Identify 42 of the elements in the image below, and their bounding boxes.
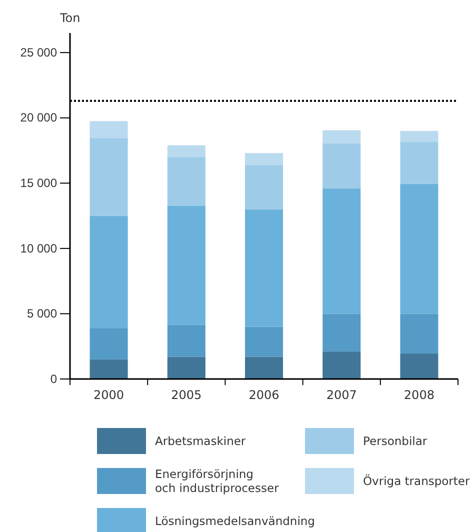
legend-label: Lösningsmedelsanvändning	[155, 514, 315, 528]
legend-label: Personbilar	[363, 434, 428, 448]
bar	[167, 145, 206, 158]
bar	[322, 352, 361, 379]
bar	[400, 142, 438, 184]
bar	[90, 138, 128, 216]
bar	[322, 143, 361, 188]
bar	[322, 130, 361, 144]
y-tick-label: 0	[50, 372, 58, 386]
bar	[167, 356, 206, 379]
bar	[322, 188, 361, 314]
x-tick-label: 2000	[94, 388, 124, 402]
bar	[400, 184, 438, 314]
legend-label: Energiförsörjning och industriprocesser	[155, 467, 280, 495]
bar	[90, 328, 128, 360]
bar	[400, 130, 438, 142]
legend-label: Arbetsmaskiner	[155, 434, 246, 448]
bar	[400, 354, 438, 379]
bar	[90, 121, 128, 138]
bar	[167, 324, 206, 357]
bar	[244, 153, 284, 165]
bar	[244, 326, 284, 357]
y-tick-label: 20 000	[20, 110, 58, 125]
bar	[90, 359, 128, 379]
y-tick-label: 5 000	[26, 306, 58, 321]
y-tick-label: 15 000	[20, 176, 58, 190]
bar	[244, 164, 284, 210]
bar	[90, 216, 128, 328]
bar	[167, 157, 206, 206]
y-axis-title: Ton	[59, 11, 80, 25]
bar	[400, 314, 438, 354]
x-tick-label: 2006	[248, 388, 280, 402]
legend-label: Övriga transporter	[363, 474, 470, 488]
bar	[244, 209, 284, 327]
y-tick-label: 10 000	[20, 241, 58, 256]
bar	[322, 314, 361, 352]
x-tick-label: 2008	[404, 388, 434, 402]
x-tick-label: 2007	[326, 388, 357, 402]
bar	[167, 206, 206, 325]
bar	[244, 356, 284, 379]
x-tick-label: 2005	[171, 388, 202, 402]
y-tick-label: 25 000	[20, 45, 58, 60]
